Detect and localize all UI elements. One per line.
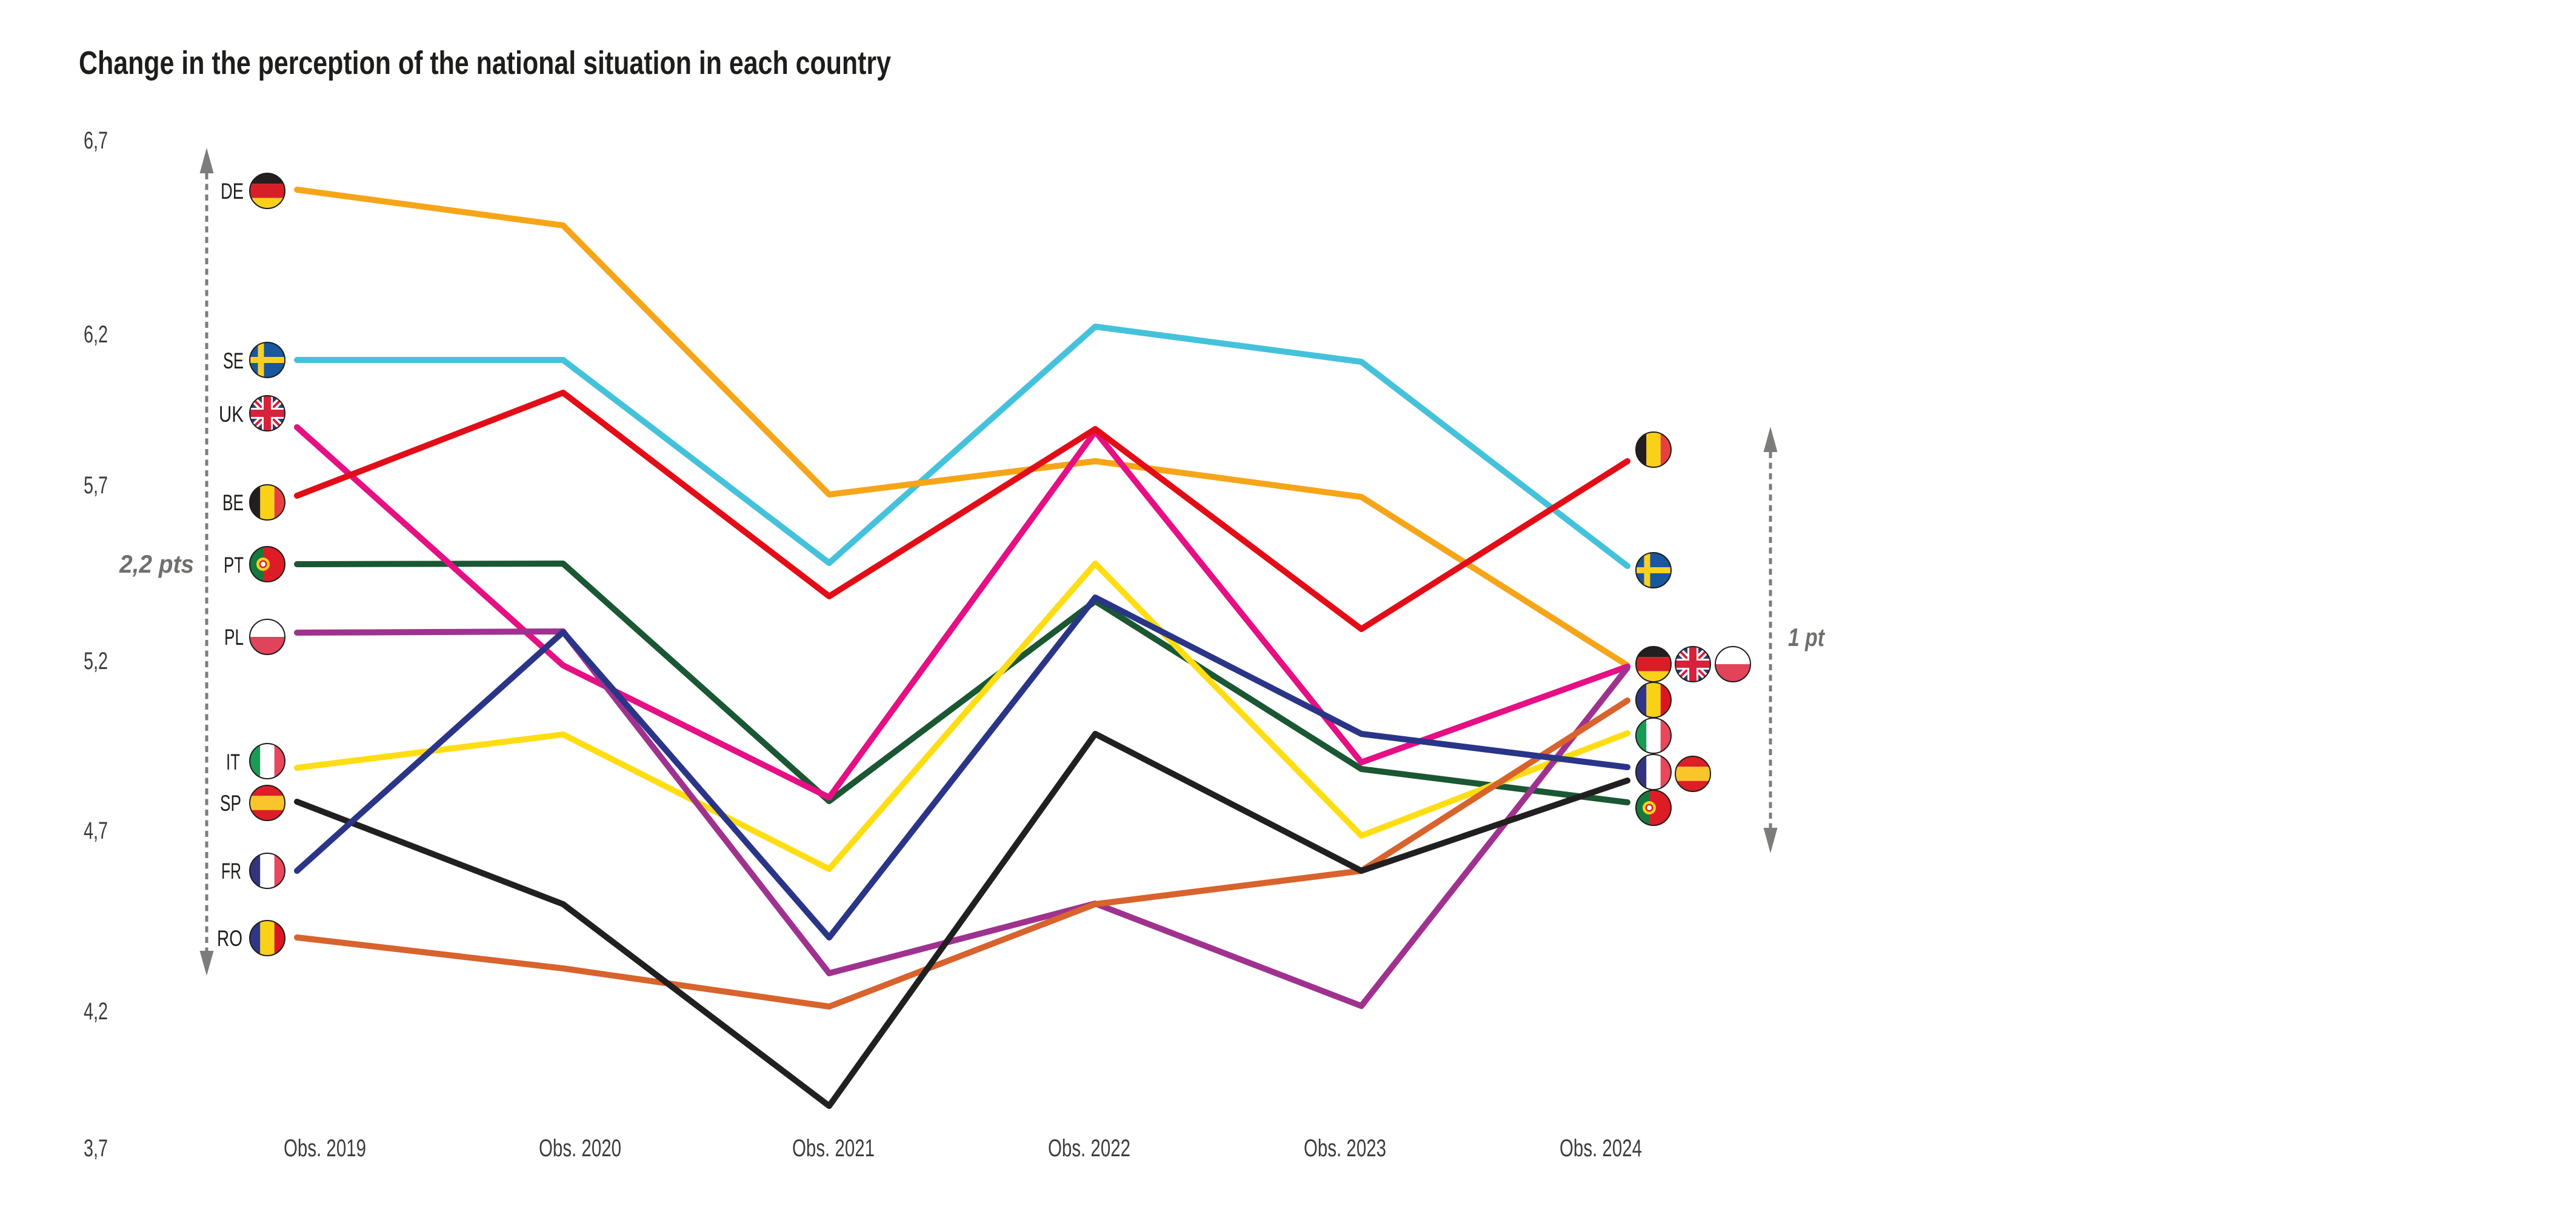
- svg-text:6,2: 6,2: [84, 321, 108, 348]
- svg-text:Change in the perception of th: Change in the perception of the national…: [79, 45, 891, 81]
- svg-text:SE: SE: [223, 348, 244, 373]
- svg-text:DE: DE: [221, 179, 244, 204]
- svg-text:IT: IT: [226, 750, 240, 774]
- svg-text:PL: PL: [224, 625, 244, 650]
- svg-text:FR: FR: [221, 859, 241, 884]
- svg-text:Obs. 2021: Obs. 2021: [792, 1135, 875, 1162]
- svg-text:Obs. 2023: Obs. 2023: [1304, 1135, 1386, 1162]
- svg-text:5,7: 5,7: [84, 472, 108, 499]
- svg-text:3,7: 3,7: [84, 1135, 108, 1162]
- svg-text:4,7: 4,7: [84, 817, 108, 844]
- svg-text:RO: RO: [217, 926, 242, 951]
- svg-text:6,7: 6,7: [84, 127, 108, 154]
- svg-text:5,2: 5,2: [84, 648, 108, 674]
- svg-text:4,2: 4,2: [84, 998, 108, 1025]
- svg-text:PT: PT: [224, 553, 244, 578]
- svg-text:SP: SP: [220, 791, 241, 816]
- svg-text:Obs. 2019: Obs. 2019: [284, 1135, 366, 1162]
- svg-text:Obs. 2020: Obs. 2020: [539, 1135, 621, 1162]
- svg-text:2,2 pts: 2,2 pts: [119, 550, 194, 578]
- svg-text:UK: UK: [219, 402, 244, 427]
- svg-text:BE: BE: [222, 490, 244, 515]
- svg-text:1 pt: 1 pt: [1788, 623, 1826, 651]
- svg-text:Obs. 2024: Obs. 2024: [1560, 1135, 1642, 1162]
- svg-text:Obs. 2022: Obs. 2022: [1048, 1135, 1130, 1162]
